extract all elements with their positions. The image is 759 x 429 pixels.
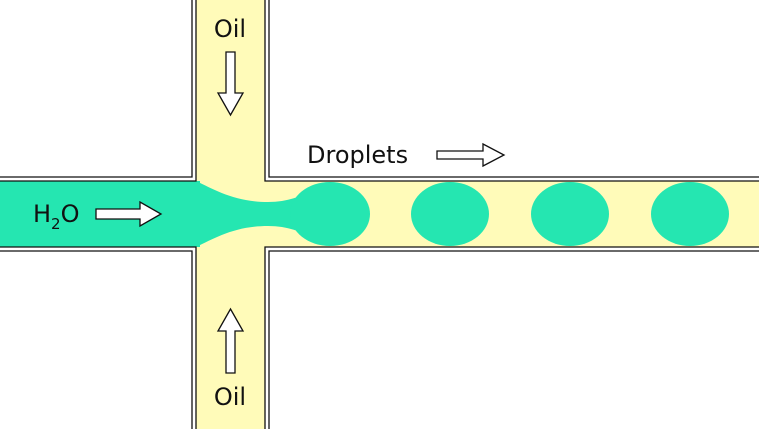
arrow-right-icon <box>95 200 163 228</box>
arrow-up-icon <box>216 307 245 374</box>
droplets <box>411 182 729 246</box>
arrow-down-icon <box>216 51 245 117</box>
oil-top-label: Oil <box>214 15 246 43</box>
water-label: H2O <box>33 200 79 233</box>
water-label-h: H <box>33 200 51 228</box>
water-label-subscript: 2 <box>51 215 61 233</box>
arrow-right-icon <box>436 142 506 168</box>
droplet <box>411 182 489 246</box>
forming-droplet <box>290 182 370 246</box>
droplet <box>531 182 609 246</box>
oil-bottom-label: Oil <box>214 383 246 411</box>
droplets-label: Droplets <box>307 141 408 169</box>
water-stream <box>0 181 370 247</box>
droplet <box>651 182 729 246</box>
water-label-o: O <box>61 200 80 228</box>
water-neck <box>196 181 322 247</box>
